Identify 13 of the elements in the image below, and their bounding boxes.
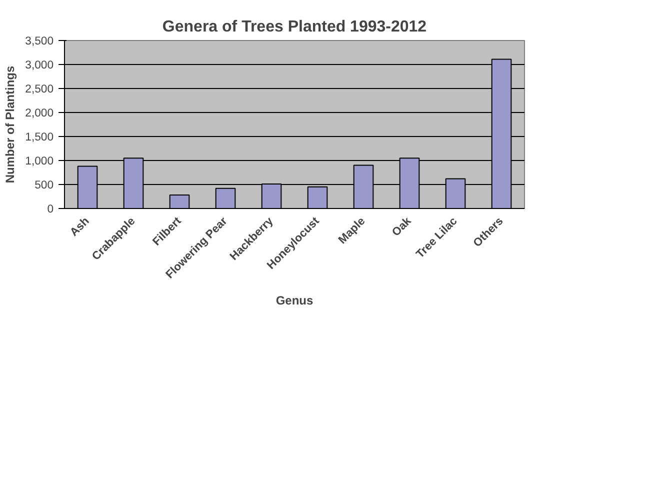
x-tick-label: Oak [390,214,414,239]
y-tick-label: 0 [47,204,54,216]
y-tick-label: 2,000 [25,108,54,120]
x-axis-title: Genus [276,293,314,308]
x-tick-label: Ash [68,215,92,239]
y-tick-label: 3,000 [25,60,54,72]
y-tick-label: 3,500 [25,36,54,48]
y-tick-label: 500 [34,180,54,192]
y-tick-label: 2,500 [25,84,54,96]
chart-title: Genera of Trees Planted 1993-2012 [162,18,427,36]
y-tick-label: 1,500 [25,132,54,144]
y-tick-label: 1,000 [25,156,54,168]
y-axis-title: Number of Plantings [3,66,18,184]
